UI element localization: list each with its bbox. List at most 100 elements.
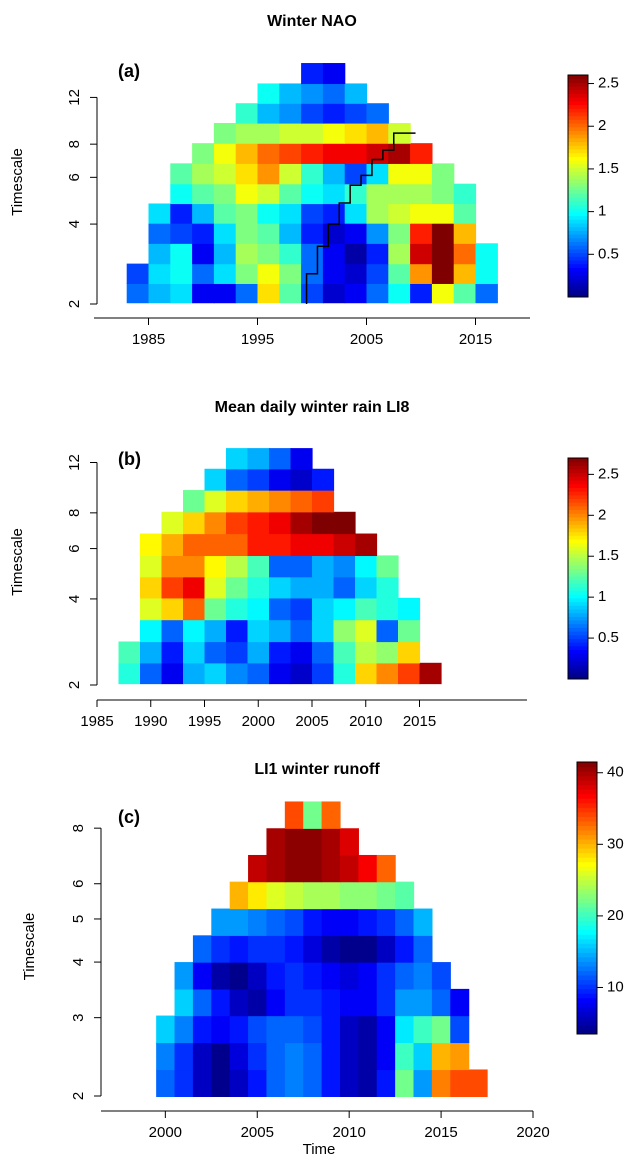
heat-cell [279,83,302,104]
heat-cell [183,555,206,578]
colorbar-segment [568,609,588,614]
heat-cell [235,243,259,265]
heat-cell [226,576,249,599]
heat-cell [266,988,286,1017]
heat-cell [257,263,280,284]
heat-cell [303,828,323,856]
colorbar-segment [577,843,597,849]
x-tick-label: 2005 [241,1124,274,1141]
heat-cell [269,490,292,513]
colorbar-segment [568,119,588,124]
colorbar-segment [568,126,588,131]
heat-cell [303,1069,323,1097]
heat-cell [453,223,477,244]
heat-cell [229,1042,249,1071]
heat-cell [333,597,356,621]
heat-cell [388,283,411,304]
heat-cell [269,468,292,491]
colorbar-segment [568,653,588,658]
colorbar-segment [568,86,588,91]
heat-cell [269,662,292,685]
colorbar-tick-label: 1 [598,588,606,605]
heat-cell [303,988,323,1017]
colorbar-segment [568,620,588,625]
colorbar-segment [568,509,588,514]
heat-cell [183,576,206,599]
heat-cell [339,988,359,1017]
heat-cell [192,935,212,963]
heat-cell [333,555,356,578]
heat-cell [174,1042,194,1071]
colorbar-segment [577,993,597,999]
heat-cell [376,597,399,621]
heat-cell [235,223,259,244]
colorbar-segment [568,130,588,135]
heat-cell [431,988,451,1017]
heat-cell [312,468,335,491]
heat-cell [284,1042,304,1071]
heat-cell [355,597,378,621]
heat-cell [140,619,163,643]
heat-cell [344,243,368,265]
heat-cell [204,641,227,664]
y-tick-label: 8 [66,509,83,517]
heat-cell [398,619,421,643]
heat-cell [279,243,302,265]
colorbar-segment [568,642,588,647]
heat-cell [312,576,335,599]
heat-cell [321,801,341,829]
heat-cell [156,1015,176,1044]
colorbar-segment [568,285,588,291]
heat-cell [174,962,194,990]
colorbar-segment [568,182,588,187]
heat-cell [344,83,368,104]
heat-cell [410,223,433,244]
y-tick-label: 2 [66,681,83,689]
heat-cell [248,854,268,883]
panel-label: (c) [118,807,140,827]
y-tick-label: 4 [66,595,83,603]
colorbar-frame [567,74,589,298]
colorbar-segment [577,934,597,940]
heat-cell [140,662,163,685]
heat-cell [358,1042,378,1071]
colorbar-segment [568,97,588,102]
heat-cell [247,468,270,491]
heat-cell [431,203,455,224]
colorbar-segment [568,178,588,183]
colorbar-segment [577,875,597,881]
heat-cell [213,243,237,265]
heat-cell [322,263,346,284]
heat-cell [344,103,368,124]
heat-cell [284,988,304,1017]
colorbar-segment [568,458,588,463]
heat-cell [388,263,411,284]
colorbar-segment [568,241,588,246]
heat-cell [279,143,302,164]
heat-cell [366,223,389,244]
heat-cell [388,163,411,185]
heat-cell [333,511,356,535]
heat-cell [322,223,346,244]
heat-cell [140,576,163,599]
colorbar-segment [577,775,597,781]
heat-cell [358,935,378,963]
heat-cell [410,183,433,205]
colorbar-tick-label: 20 [607,907,624,924]
colorbar-segment [577,1024,597,1030]
colorbar-segment [577,798,597,804]
colorbar-segment [568,197,588,202]
heat-cell [192,1069,212,1097]
heat-cell [284,962,304,990]
y-tick-label: 2 [66,300,83,308]
colorbar-segment [568,469,588,474]
y-tick-label: 6 [66,173,83,181]
heat-cell [431,1042,451,1071]
heat-cell [344,183,368,205]
colorbar-segment [568,226,588,231]
heat-cell [322,122,346,144]
colorbar-segment [568,516,588,522]
colorbar-segment [568,634,588,639]
colorbar-tick-label: 2 [598,117,606,134]
